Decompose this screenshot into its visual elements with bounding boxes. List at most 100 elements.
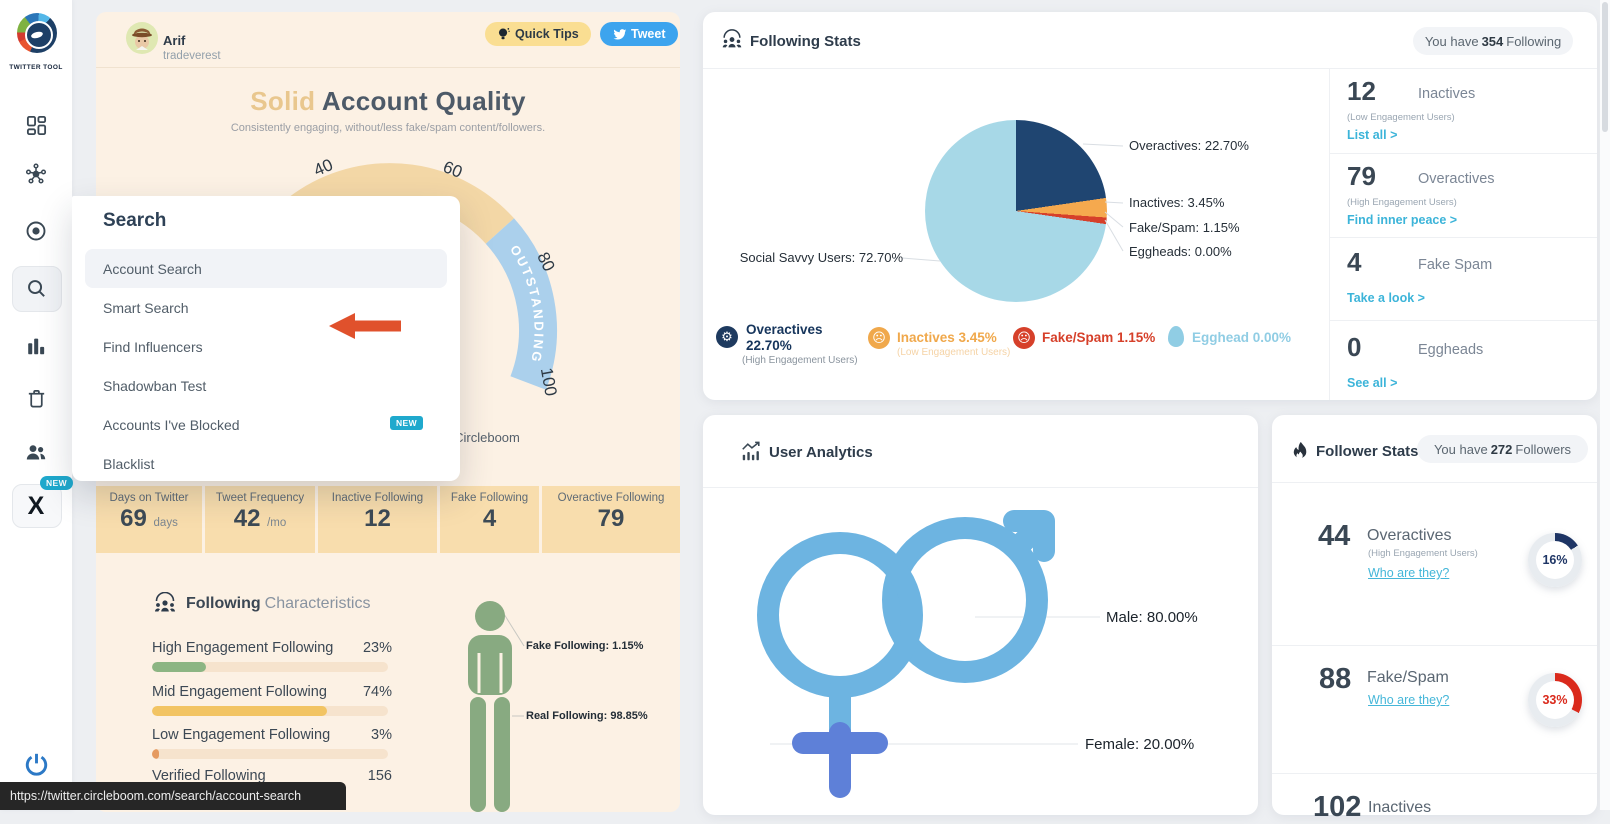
list-item-overactives: 79 Overactives (High Engagement Users) F…: [1347, 161, 1495, 227]
following-breakdown-list: 12 Inactives (Low Engagement Users) List…: [1329, 68, 1597, 400]
list-item-inactives: 12 Inactives (Low Engagement Users) List…: [1347, 76, 1476, 142]
pie-callout-inactives: Inactives: 3.45%: [1129, 195, 1225, 210]
sidebar-item-search-active-box: [12, 266, 62, 312]
logout-button[interactable]: [0, 742, 72, 786]
person-figure: [468, 601, 525, 812]
target-icon: [24, 219, 48, 243]
avatar[interactable]: [126, 22, 158, 54]
logo-ring-icon: [17, 13, 57, 53]
quick-tips-button[interactable]: Quick Tips: [485, 22, 591, 46]
quality-title-accent: Solid: [250, 86, 316, 116]
take-a-look-link[interactable]: Take a look >: [1347, 291, 1425, 305]
characteristics-header: Following Characteristics: [152, 592, 370, 616]
list-all-link[interactable]: List all >: [1347, 128, 1398, 142]
sidebar-item-delete[interactable]: [0, 376, 72, 420]
sidebar-item-analytics[interactable]: [0, 324, 72, 368]
menu-item-account-search[interactable]: Account Search: [85, 249, 447, 339]
search-menu-title: Search: [103, 210, 167, 231]
bar-value-high: 23%: [362, 640, 392, 656]
analytics-chart-icon: [740, 441, 762, 463]
sidebar-item-users[interactable]: [0, 430, 72, 474]
see-all-link[interactable]: See all >: [1347, 376, 1398, 390]
bar-label-low: Low Engagement Following: [152, 727, 331, 743]
stat-overactive-following: Overactive Following 79: [542, 486, 680, 553]
sidebar-item-circle[interactable]: [0, 209, 72, 253]
quality-title: Solid Account Quality: [96, 86, 680, 117]
twitter-bird-icon: [612, 28, 626, 40]
fake-following-callout: Fake Following: 1.15%: [526, 640, 644, 652]
bar-label-mid: Mid Engagement Following: [152, 684, 327, 700]
list-item-fake-spam: 4 Fake Spam Take a look >: [1347, 247, 1493, 305]
characteristics-title-accent: Following: [186, 595, 261, 612]
stat-fake-following: Fake Following 4: [440, 486, 542, 553]
following-count-badge: You have 354 Following: [1413, 27, 1573, 55]
menu-item-smart-search[interactable]: Smart Search: [103, 299, 189, 316]
fake-spam-donut: 33%: [1528, 673, 1582, 727]
sidebar: TWITTER TOOL: [0, 0, 74, 810]
sidebar-item-dashboard[interactable]: [0, 103, 72, 147]
app-logo[interactable]: TWITTER TOOL: [0, 0, 72, 80]
pie-callout-eggheads: Eggheads: 0.00%: [1129, 244, 1232, 259]
bar-value-low: 3%: [371, 727, 392, 743]
sidebar-item-connections[interactable]: [0, 152, 72, 196]
pie-callout-fake-spam: Fake/Spam: 1.15%: [1129, 220, 1240, 235]
quality-title-rest: Account Quality: [315, 86, 526, 116]
overactives-head-icon: ⚙: [716, 326, 738, 348]
real-following-callout: Real Following: 98.85%: [526, 710, 648, 722]
bar-low-engagement: [152, 749, 388, 759]
sidebar-item-search[interactable]: [0, 266, 72, 310]
bar-high-engagement: [152, 662, 388, 672]
bar-value-verified: 156: [367, 768, 392, 784]
tweet-button[interactable]: Tweet: [600, 22, 678, 46]
gauge-watermark: y Circleboom: [444, 430, 520, 445]
scrollbar-thumb[interactable]: [1602, 2, 1608, 132]
menu-item-accounts-ive-blocked[interactable]: Accounts I've Blocked NEW: [72, 405, 460, 444]
tweet-label: Tweet: [631, 27, 666, 41]
follower-count-badge: You have 272 Followers: [1417, 435, 1588, 463]
quick-tips-label: Quick Tips: [515, 27, 579, 41]
bar-mid-engagement: [152, 706, 388, 716]
scrollbar-track: [1600, 0, 1610, 810]
dashboard-icon: [25, 114, 48, 137]
logo-label: TWITTER TOOL: [9, 64, 63, 71]
network-hub-icon: [24, 162, 48, 186]
bar-chart-icon: [25, 335, 47, 357]
who-are-they-link-overactives[interactable]: Who are they?: [1368, 566, 1450, 580]
menu-item-blacklist[interactable]: Blacklist: [103, 455, 155, 472]
who-are-they-link-fake-spam[interactable]: Who are they?: [1368, 693, 1450, 707]
female-percentage-label: Female: 20.00%: [1085, 736, 1195, 753]
legend-egghead: Egghead 0.00%: [1192, 330, 1292, 345]
following-stats-icon: [720, 29, 744, 52]
stat-inactive-following: Inactive Following 12: [318, 486, 440, 553]
user-analytics-card: User Analytics Male: 80.00% Female: 20.0…: [703, 415, 1258, 815]
quality-subtitle: Consistently engaging, without/less fake…: [230, 122, 546, 134]
menu-new-badge: NEW: [390, 416, 424, 430]
legend-fake-spam: Fake/Spam 1.15%: [1042, 330, 1156, 345]
characteristics-title-rest: Characteristics: [264, 595, 371, 612]
legend-inactives: Inactives 3.45% (Low Engagement Users): [897, 330, 1011, 358]
people-group-icon: [152, 592, 178, 616]
inactives-sad-face-icon: ☹: [868, 327, 890, 349]
list-item-eggheads: 0 Eggheads See all >: [1347, 332, 1484, 390]
bar-label-verified: Verified Following: [152, 768, 266, 784]
find-inner-peace-link[interactable]: Find inner peace >: [1347, 213, 1458, 227]
fake-spam-angry-face-icon: ☹: [1013, 327, 1035, 349]
pie-callout-overactives: Overactives: 22.70%: [1129, 138, 1249, 153]
status-url-tooltip: https://twitter.circleboom.com/search/ac…: [0, 782, 346, 810]
power-icon: [23, 751, 50, 778]
profile-name: Arif: [163, 33, 186, 48]
search-dropdown-menu: Search Account Search Smart Search Find …: [72, 196, 460, 481]
stat-tweet-frequency: Tweet Frequency 42 /mo: [205, 486, 318, 553]
follower-stats-card: Follower Stats You have 272 Followers 44 O…: [1272, 415, 1597, 823]
account-search-label: Account Search: [103, 260, 202, 277]
menu-item-find-influencers[interactable]: Find Influencers: [103, 338, 203, 355]
menu-item-shadowban-test[interactable]: Shadowban Test: [103, 377, 207, 394]
sidebar-item-x-twitter[interactable]: X: [0, 484, 72, 528]
lightbulb-icon: [497, 27, 510, 41]
x-logo-icon: X: [27, 491, 45, 520]
search-icon: [25, 277, 48, 300]
following-stats-title: Following Stats: [750, 33, 861, 50]
user-analytics-title: User Analytics: [769, 444, 873, 461]
pie-callout-social-savvy: Social Savvy Users: 72.70%: [739, 250, 903, 265]
gender-symbols-graphic: [757, 510, 1055, 798]
